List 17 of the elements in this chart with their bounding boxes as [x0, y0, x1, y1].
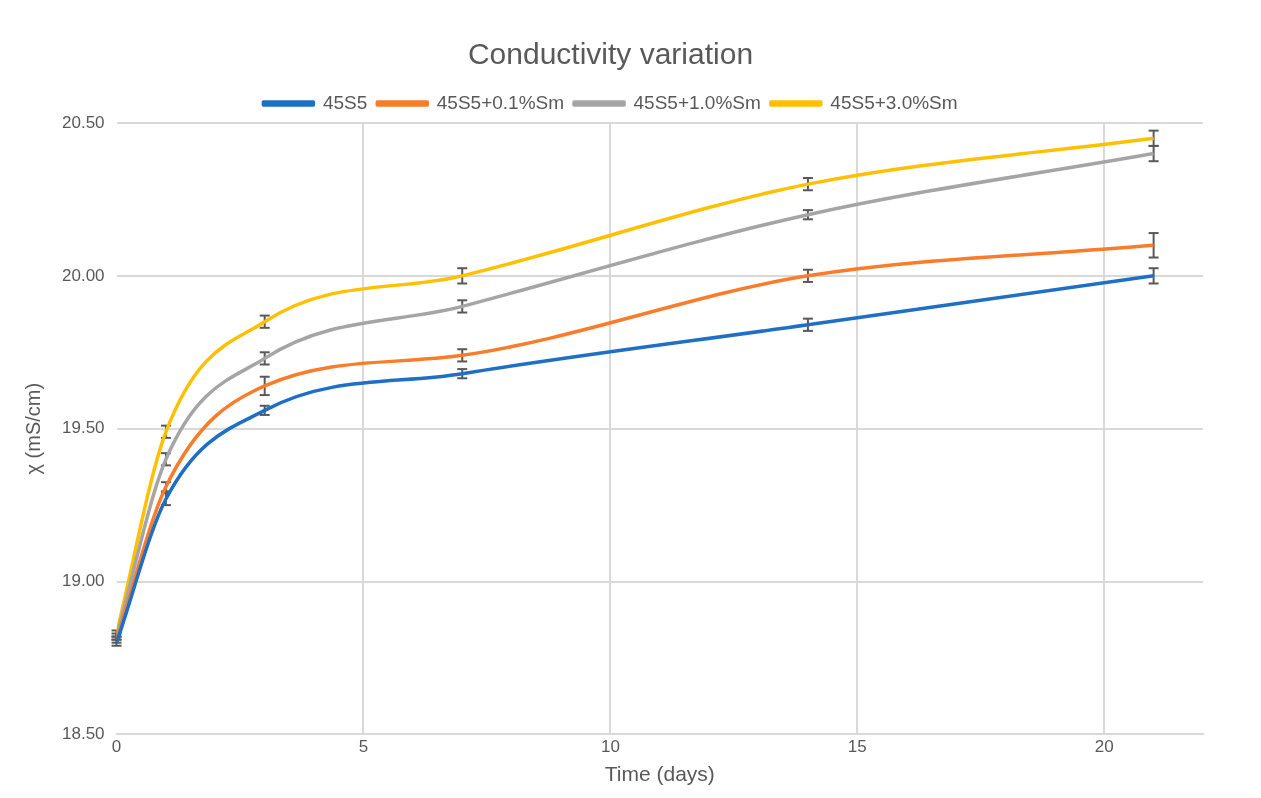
y-tick-label: 18.50 — [61, 724, 105, 744]
legend-label: 45S5 — [322, 91, 368, 113]
legend-label: 45S5+1.0%Sm — [633, 91, 761, 113]
x-axis-title: Time (days) — [604, 762, 715, 786]
x-tick-label: 20 — [1094, 737, 1114, 757]
x-tick-label: 15 — [847, 737, 867, 757]
x-tick-label: 10 — [600, 737, 620, 757]
y-tick-label: 19.50 — [61, 418, 105, 438]
chart-title: Conductivity variation — [467, 37, 754, 71]
y-tick-label: 20.50 — [61, 112, 105, 132]
y-tick-label: 20.00 — [61, 265, 105, 285]
x-tick-label: 5 — [358, 737, 369, 757]
legend-label: 45S5+0.1%Sm — [436, 91, 565, 113]
x-tick-label: 0 — [111, 737, 122, 757]
legend-label: 45S5+3.0%Sm — [830, 91, 958, 113]
y-axis-title: χ (mS/cm) — [21, 382, 44, 475]
y-tick-label: 19.00 — [61, 571, 105, 591]
